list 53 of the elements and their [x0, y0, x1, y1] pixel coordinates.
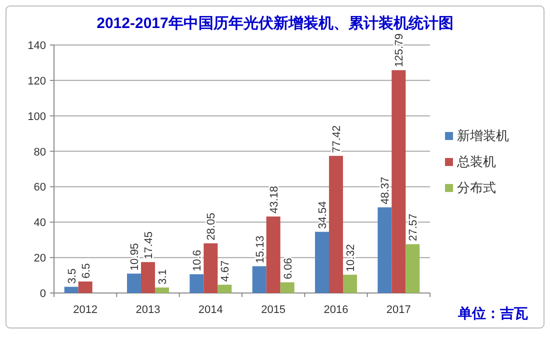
data-label: 6.06 [282, 258, 294, 280]
x-tick-label: 2013 [136, 304, 160, 316]
legend-label: 分布式 [457, 180, 496, 195]
data-label: 27.57 [408, 214, 420, 242]
bar [64, 286, 78, 293]
bar [280, 282, 294, 293]
bar [343, 274, 357, 293]
y-tick-label: 80 [34, 146, 46, 158]
bar [218, 284, 232, 293]
x-tick-label: 2017 [386, 304, 411, 316]
bar [190, 274, 204, 293]
data-label: 34.54 [317, 201, 329, 229]
bar [155, 288, 169, 293]
data-label: 10.32 [345, 244, 357, 272]
legend-label: 总装机 [456, 154, 496, 169]
data-label: 3.1 [157, 269, 169, 285]
legend-label: 新增装机 [457, 128, 509, 143]
data-label: 17.45 [143, 232, 155, 260]
bar [392, 70, 406, 293]
data-label: 125.79 [394, 34, 406, 68]
bar [406, 244, 420, 293]
bar [266, 216, 280, 293]
bar [78, 281, 92, 293]
bar [204, 243, 218, 293]
text: 单位：吉瓦 [457, 305, 528, 321]
data-label: 4.67 [220, 260, 232, 282]
data-label: 10.6 [192, 250, 204, 272]
chart-title: 2012-2017年中国历年光伏新增装机、累计装机统计图 [96, 14, 454, 32]
bar [127, 274, 141, 293]
data-label: 6.5 [80, 263, 92, 278]
bar [252, 266, 266, 293]
y-tick-label: 60 [34, 182, 46, 194]
data-label: 10.95 [129, 243, 141, 271]
data-label: 48.37 [380, 176, 392, 204]
data-label: 15.13 [254, 236, 266, 264]
y-tick-label: 0 [40, 288, 46, 300]
y-tick-label: 40 [34, 217, 46, 230]
x-tick-label: 2012 [73, 304, 98, 316]
data-label: 3.5 [66, 268, 78, 284]
x-tick-label: 2014 [198, 304, 223, 316]
x-tick-label: 2015 [261, 304, 286, 316]
y-tick-label: 120 [28, 75, 46, 88]
y-tick-label: 140 [28, 40, 46, 52]
bar [378, 207, 392, 293]
y-tick-label: 100 [28, 110, 46, 123]
data-label: 28.05 [206, 212, 218, 240]
bar [141, 262, 155, 293]
data-label: 77.42 [331, 125, 343, 153]
bar [329, 156, 343, 293]
data-label: 43.18 [268, 186, 280, 214]
y-tick-label: 20 [34, 252, 46, 265]
bar [315, 232, 329, 293]
x-tick-label: 2016 [324, 304, 348, 316]
